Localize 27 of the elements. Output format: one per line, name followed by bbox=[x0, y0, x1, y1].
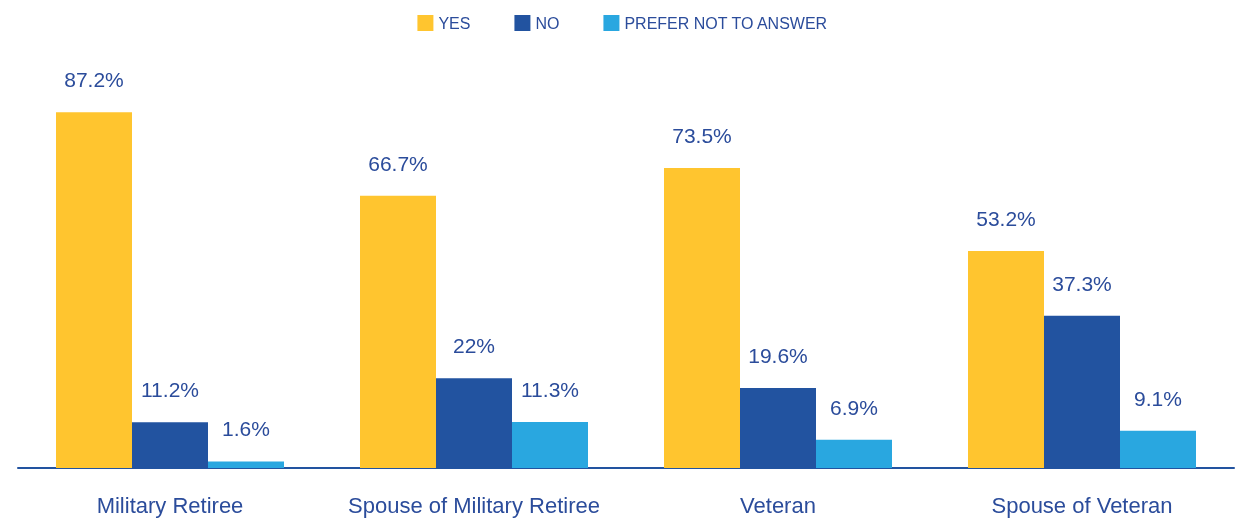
data-label: 73.5% bbox=[672, 124, 732, 148]
legend-label: YES bbox=[438, 14, 471, 32]
bar bbox=[968, 250, 1044, 468]
bar bbox=[512, 421, 588, 468]
data-label: 1.6% bbox=[222, 417, 270, 441]
bar bbox=[56, 112, 132, 468]
data-label: 66.7% bbox=[368, 151, 428, 175]
data-label: 37.3% bbox=[1052, 271, 1112, 295]
data-label: 11.2% bbox=[141, 378, 199, 402]
legend-label: PREFER NOT TO ANSWER bbox=[624, 14, 828, 32]
bar bbox=[816, 439, 892, 468]
bar bbox=[360, 195, 436, 468]
x-tick-label: Spouse of Veteran bbox=[991, 492, 1173, 518]
legend-label: NO bbox=[535, 14, 560, 32]
bar bbox=[208, 461, 284, 468]
x-tick-label: Spouse of Military Retiree bbox=[348, 492, 600, 518]
bar bbox=[664, 168, 740, 468]
x-tick-label: Veteran bbox=[740, 492, 816, 518]
data-label: 87.2% bbox=[64, 68, 124, 92]
data-label: 6.9% bbox=[830, 395, 878, 419]
x-tick-label: Military Retiree bbox=[96, 492, 244, 518]
bar bbox=[1120, 430, 1196, 468]
data-label: 9.1% bbox=[1134, 386, 1182, 410]
data-label: 11.3% bbox=[521, 377, 579, 401]
data-label: 22% bbox=[452, 334, 496, 358]
data-label: 19.6% bbox=[748, 344, 808, 368]
data-label: 53.2% bbox=[976, 206, 1036, 230]
